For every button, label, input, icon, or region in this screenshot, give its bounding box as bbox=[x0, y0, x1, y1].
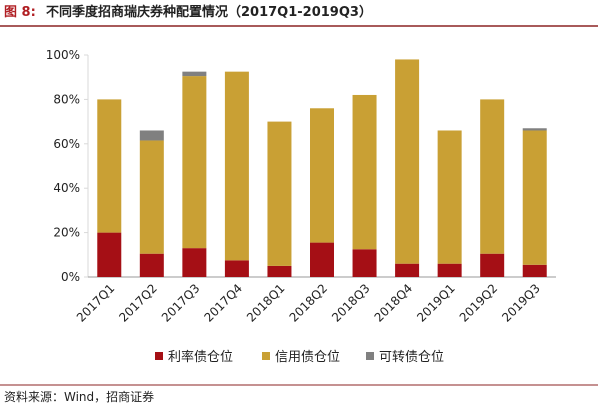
y-tick-label: 0% bbox=[61, 270, 80, 284]
bar-segment bbox=[182, 71, 207, 77]
chart-title: 不同季度招商瑞庆券种配置情况（2017Q1-2019Q3） bbox=[46, 4, 372, 20]
bar-segment bbox=[224, 260, 249, 277]
x-tick-label: 2018Q4 bbox=[372, 281, 416, 325]
bar-segment bbox=[310, 108, 334, 243]
bar-segment bbox=[480, 253, 505, 277]
legend-label: 可转债仓位 bbox=[379, 350, 444, 365]
x-tick-label: 2017Q2 bbox=[116, 281, 160, 325]
x-tick-label: 2018Q3 bbox=[329, 281, 373, 325]
source: 资料来源：Wind，招商证券 bbox=[4, 389, 154, 404]
y-tick-label: 20% bbox=[53, 226, 80, 240]
bar-segment bbox=[97, 99, 122, 233]
bar-segment bbox=[395, 59, 420, 264]
x-tick-label: 2017Q4 bbox=[201, 281, 245, 325]
bar-segment bbox=[310, 242, 334, 277]
legend-label: 利率债仓位 bbox=[168, 349, 233, 365]
legend-label: 信用债仓位 bbox=[275, 350, 340, 365]
bar-segment bbox=[522, 128, 547, 131]
x-tick-label: 2019Q1 bbox=[414, 281, 458, 325]
bar-segment bbox=[522, 264, 547, 277]
x-tick-label: 2018Q2 bbox=[287, 281, 331, 325]
x-tick-label: 2018Q1 bbox=[244, 281, 288, 325]
bar-segment bbox=[352, 249, 377, 277]
legend-swatch bbox=[366, 352, 374, 360]
bar-segment bbox=[182, 76, 207, 249]
bar-segment bbox=[437, 130, 462, 264]
bar-segment bbox=[395, 263, 420, 277]
bar-segment bbox=[139, 130, 164, 141]
y-tick-label: 100% bbox=[46, 48, 80, 62]
bar-segment bbox=[437, 263, 462, 277]
y-tick-label: 80% bbox=[53, 92, 80, 106]
legend-swatch bbox=[155, 352, 163, 360]
y-tick-label: 40% bbox=[53, 181, 80, 195]
bar-segment bbox=[139, 253, 164, 277]
x-tick-label: 2019Q2 bbox=[457, 281, 501, 325]
bar-segment bbox=[182, 248, 207, 277]
x-tick-label: 2017Q3 bbox=[159, 281, 203, 325]
bar-segment bbox=[97, 232, 122, 277]
bar-segment bbox=[267, 265, 292, 277]
y-tick-label: 60% bbox=[53, 137, 80, 151]
figure-label: 图 8: bbox=[4, 5, 36, 20]
bar-segment bbox=[522, 130, 547, 265]
bar-segment bbox=[352, 94, 377, 250]
x-tick-label: 2017Q1 bbox=[74, 281, 118, 325]
x-tick-label: 2019Q3 bbox=[499, 281, 543, 325]
bar-segment bbox=[139, 140, 164, 254]
bar-segment bbox=[267, 121, 292, 266]
bar-segment bbox=[480, 99, 505, 254]
bar-segment bbox=[224, 71, 249, 261]
legend-swatch bbox=[262, 352, 270, 360]
